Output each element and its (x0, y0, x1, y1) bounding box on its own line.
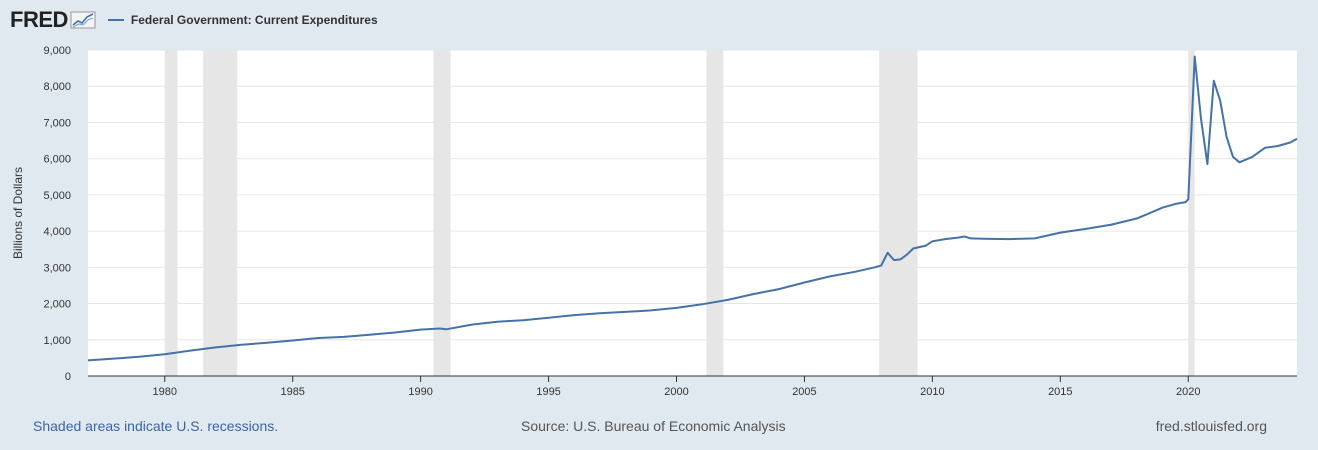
recession-band (706, 50, 724, 376)
y-tick-label: 7,000 (43, 117, 71, 129)
recession-band (879, 50, 918, 376)
x-tick-label: 2010 (920, 386, 944, 398)
x-tick-label: 1995 (536, 386, 560, 398)
recession-band (203, 50, 238, 376)
line-chart: 0 1,000 2,000 3,000 4,000 5,000 6,000 7,000 8,00… (11, 45, 1298, 398)
y-axis-ticks: 0 1,000 2,000 3,000 4,000 5,000 6,000 7,000 8,00… (43, 45, 71, 383)
legend-label: Federal Government: Current Expenditures (130, 13, 378, 27)
x-axis-ticks: 1980 1985 1990 1995 2000 2005 2010 2015 2020 (88, 375, 1297, 398)
y-tick-label: 1,000 (43, 335, 71, 347)
y-tick-label: 2,000 (43, 299, 71, 311)
y-tick-label: 5,000 (43, 190, 71, 202)
plot-area (88, 50, 1297, 376)
y-tick-label: 0 (65, 371, 71, 383)
line-chart-icon (70, 11, 96, 29)
y-tick-label: 6,000 (43, 154, 71, 166)
recession-band (1188, 50, 1195, 376)
x-tick-label: 2015 (1048, 386, 1072, 398)
recession-shading (164, 50, 1195, 376)
y-tick-label: 4,000 (43, 226, 71, 238)
x-tick-label: 2020 (1176, 386, 1200, 398)
x-tick-label: 1985 (280, 386, 304, 398)
chart-legend: Federal Government: Current Expenditures (107, 13, 378, 27)
fred-logo-text: FRED (10, 7, 68, 32)
x-tick-label: 1990 (408, 386, 432, 398)
y-axis-title: Billions of Dollars (11, 167, 25, 259)
recession-band (164, 50, 178, 376)
site-link[interactable]: fred.stlouisfed.org (1155, 418, 1267, 434)
fred-logo[interactable]: FRED (10, 7, 96, 33)
y-tick-label: 3,000 (43, 262, 71, 274)
legend-swatch (107, 19, 124, 21)
chart-header: FRED Federal Government: Current Expendi… (10, 6, 378, 34)
x-tick-label: 1980 (153, 386, 177, 398)
source-note: Source: U.S. Bureau of Economic Analysis (521, 418, 786, 434)
y-tick-label: 9,000 (43, 45, 71, 57)
series-line (87, 55, 1298, 362)
x-tick-label: 2005 (792, 386, 816, 398)
y-tick-label: 8,000 (43, 81, 71, 93)
recession-note-link[interactable]: Shaded areas indicate U.S. recessions. (33, 418, 279, 434)
recession-band (433, 50, 451, 376)
series-layer (87, 55, 1298, 362)
x-tick-label: 2000 (664, 386, 688, 398)
